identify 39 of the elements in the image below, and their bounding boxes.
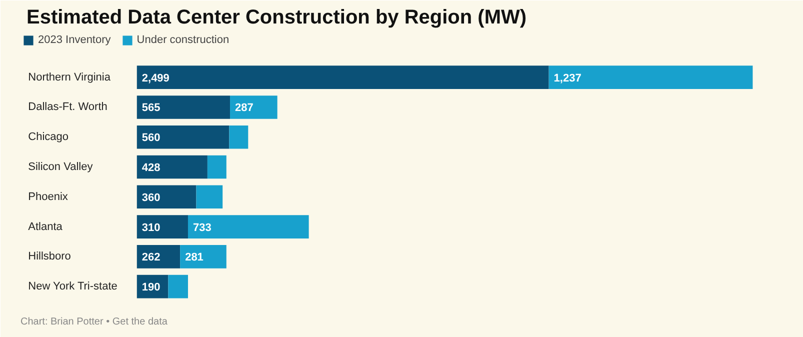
chart-title: Estimated Data Center Construction by Region (MW) xyxy=(26,6,527,28)
bar xyxy=(136,155,208,179)
y-tick-label: Silicon Valley xyxy=(28,161,94,174)
y-tick-label: Phoenix xyxy=(28,190,68,203)
y-tick-label: Atlanta xyxy=(28,220,64,233)
bar xyxy=(136,96,230,119)
bar xyxy=(207,155,226,179)
legend-label: Under construction xyxy=(136,34,230,46)
bar xyxy=(548,66,753,89)
data-label: 281 xyxy=(185,252,204,264)
data-label: 262 xyxy=(142,252,160,264)
y-tick-label: Hillsboro xyxy=(28,250,71,263)
bar xyxy=(136,66,549,89)
bar xyxy=(229,125,248,149)
bar xyxy=(136,215,188,238)
data-label: 2,499 xyxy=(142,72,170,84)
bar xyxy=(180,245,226,268)
data-label: 1,237 xyxy=(554,72,582,84)
y-tick-label: Dallas-Ft. Worth xyxy=(28,101,108,114)
legend-label: 2023 Inventory xyxy=(38,34,111,46)
text: Chart: Brian Potter • Get the data xyxy=(20,316,168,328)
y-tick-label: New York Tri-state xyxy=(28,280,118,293)
y-tick-label: Chicago xyxy=(28,131,68,144)
data-label: 287 xyxy=(235,102,254,114)
bar xyxy=(168,274,188,298)
data-label: 428 xyxy=(142,162,160,174)
bar xyxy=(196,185,223,209)
data-label: 190 xyxy=(142,282,160,294)
bar xyxy=(136,185,196,209)
bar xyxy=(230,96,278,119)
y-tick-label: Northern Virginia xyxy=(28,71,112,84)
data-label: 360 xyxy=(142,192,160,204)
data-label: 310 xyxy=(142,222,160,234)
bar xyxy=(188,215,309,238)
data-label: 733 xyxy=(192,222,212,234)
bar xyxy=(136,125,230,149)
data-label: 565 xyxy=(142,102,160,114)
bar xyxy=(136,245,180,268)
data-label: 560 xyxy=(142,132,160,144)
